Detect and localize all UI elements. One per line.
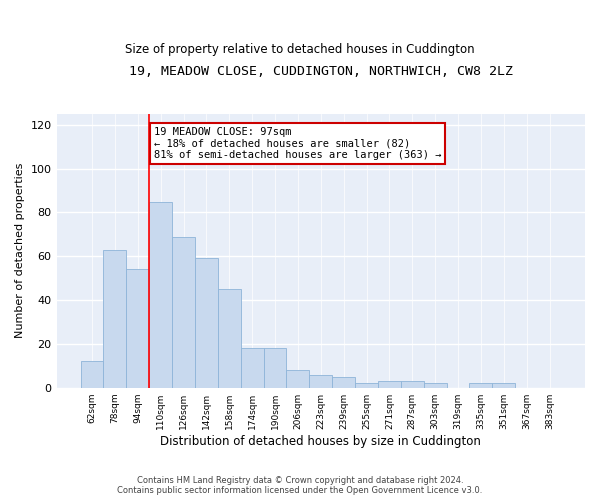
Bar: [493, 384, 515, 388]
Bar: [401, 381, 424, 388]
Bar: [332, 377, 355, 388]
Bar: [286, 370, 310, 388]
Bar: [80, 362, 103, 388]
Bar: [263, 348, 286, 388]
Text: Size of property relative to detached houses in Cuddington: Size of property relative to detached ho…: [125, 42, 475, 56]
Bar: [355, 384, 378, 388]
Y-axis label: Number of detached properties: Number of detached properties: [15, 163, 25, 338]
Text: 19 MEADOW CLOSE: 97sqm
← 18% of detached houses are smaller (82)
81% of semi-det: 19 MEADOW CLOSE: 97sqm ← 18% of detached…: [154, 127, 441, 160]
Bar: [310, 374, 332, 388]
Bar: [149, 202, 172, 388]
Bar: [218, 289, 241, 388]
Bar: [469, 384, 493, 388]
Bar: [241, 348, 263, 388]
Bar: [195, 258, 218, 388]
Bar: [103, 250, 127, 388]
Bar: [127, 270, 149, 388]
Title: 19, MEADOW CLOSE, CUDDINGTON, NORTHWICH, CW8 2LZ: 19, MEADOW CLOSE, CUDDINGTON, NORTHWICH,…: [129, 65, 513, 78]
Bar: [424, 384, 446, 388]
Bar: [172, 236, 195, 388]
Text: Contains HM Land Registry data © Crown copyright and database right 2024.
Contai: Contains HM Land Registry data © Crown c…: [118, 476, 482, 495]
X-axis label: Distribution of detached houses by size in Cuddington: Distribution of detached houses by size …: [160, 434, 481, 448]
Bar: [378, 381, 401, 388]
